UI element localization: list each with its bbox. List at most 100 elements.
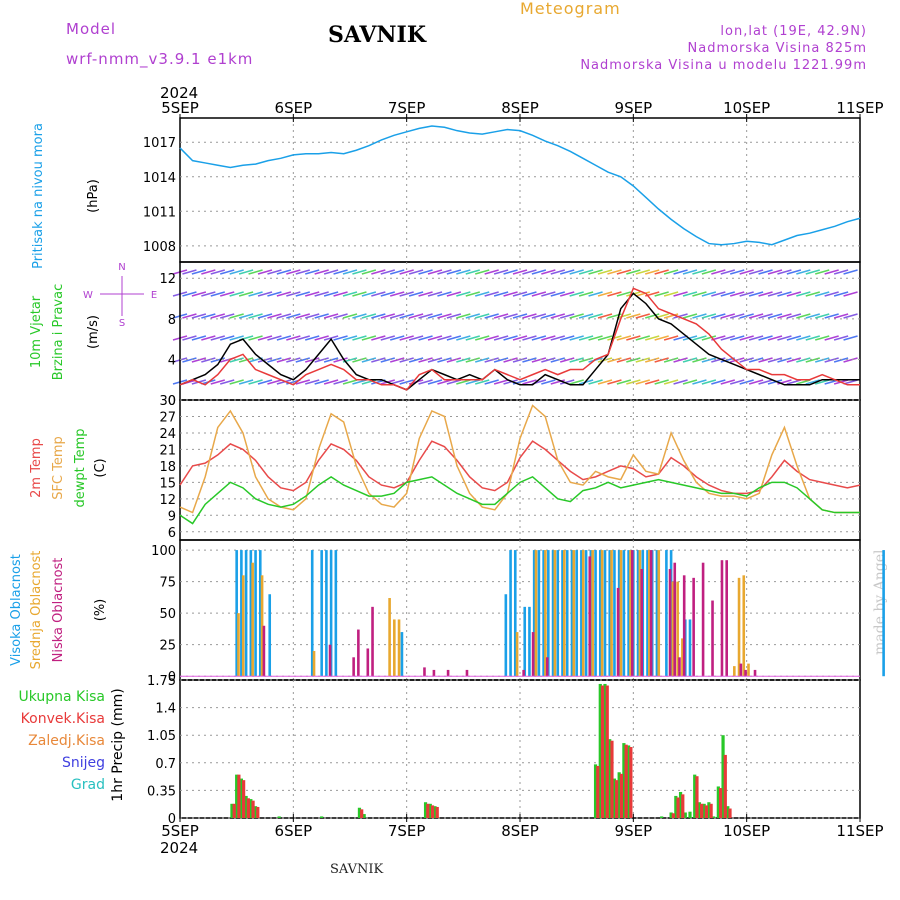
time-label-top: 6SEP	[275, 99, 313, 117]
precip-bar	[435, 806, 439, 818]
precip-bar	[693, 774, 697, 818]
wind-barb	[257, 291, 273, 297]
clouds-bar	[753, 669, 757, 677]
wind-barb	[418, 357, 433, 363]
wind-barb	[569, 313, 584, 319]
wind-barb	[616, 313, 632, 319]
station-title: SAVNIK	[328, 22, 426, 48]
model-label: Model	[66, 20, 117, 38]
precip-bar	[612, 778, 617, 818]
clouds-bar	[636, 550, 640, 677]
wind-barb	[805, 291, 820, 297]
wind-barb	[314, 269, 329, 275]
clouds-bar	[737, 577, 741, 677]
wind-barb	[408, 357, 424, 363]
wind-barb	[182, 335, 197, 341]
wind-barb	[182, 313, 197, 319]
wind-barb	[824, 291, 839, 297]
wind-barb	[323, 269, 339, 275]
wind-barb	[748, 357, 764, 363]
wind-barb	[229, 313, 244, 319]
clouds-bar	[237, 613, 240, 677]
wind-barb	[201, 357, 216, 363]
wind-barb	[588, 313, 603, 319]
clouds-bar	[312, 650, 316, 677]
wind-barb	[276, 357, 292, 363]
clouds-bar	[553, 550, 557, 677]
wind-barb	[267, 379, 282, 385]
wind-barb	[484, 313, 499, 319]
wind-barb	[342, 379, 358, 385]
clouds-bar	[371, 606, 374, 677]
wind-barb	[361, 291, 377, 297]
wind-barb	[314, 291, 329, 297]
wind-barb	[182, 291, 197, 297]
wind-barb	[550, 335, 565, 341]
wind-barb	[654, 291, 669, 297]
wind-barb	[645, 379, 660, 385]
wind-barb	[597, 269, 613, 275]
wind-barb	[475, 313, 490, 319]
clouds-bar	[622, 550, 626, 677]
wind-barb	[305, 357, 320, 363]
wind-barb	[560, 269, 575, 275]
precip-bar	[674, 795, 678, 818]
wind-barb	[352, 291, 367, 297]
precip-bar	[360, 809, 364, 818]
clouds-bar	[739, 663, 743, 677]
clouds-bar	[565, 550, 569, 677]
wind-barb	[399, 269, 414, 275]
clouds-bar	[681, 638, 684, 677]
precip-bar	[702, 803, 706, 818]
wind-barb	[673, 379, 688, 385]
wind-barb	[692, 313, 707, 319]
temperature-ytick-label: 18	[159, 460, 176, 475]
wind-barb	[408, 335, 424, 341]
precip-bar	[704, 805, 709, 818]
wind-barb	[692, 379, 707, 385]
wind-barb	[229, 269, 244, 275]
wind-barb	[475, 269, 490, 275]
wind-barb	[786, 291, 802, 297]
wind-barb	[390, 269, 405, 275]
precip-ytick-label: 1.75	[147, 674, 176, 689]
clouds-bar	[588, 556, 592, 677]
wind-barb	[220, 379, 235, 385]
wind-barb	[380, 291, 395, 297]
precip-bar	[718, 788, 723, 818]
wind-barb	[295, 269, 310, 275]
clouds-bar	[648, 550, 651, 677]
wind-barb	[257, 357, 273, 363]
wind-barb	[427, 379, 443, 385]
wind-barb	[380, 313, 395, 319]
wind-barb	[484, 269, 499, 275]
wind-barb	[427, 335, 443, 341]
clouds-bar	[235, 550, 238, 677]
wind-barb	[541, 269, 556, 275]
wind-ytick-label: 4	[168, 353, 176, 368]
precip-ytick-label: 1.05	[147, 729, 176, 744]
wind-barb	[295, 313, 310, 319]
wind-barb	[427, 269, 443, 275]
wind-barb	[777, 313, 792, 319]
wind-barb	[730, 357, 745, 363]
clouds-bar	[747, 663, 750, 677]
wind-barb	[229, 379, 244, 385]
wind-barb	[635, 379, 650, 385]
wind-barb	[210, 357, 225, 363]
wind-barb	[767, 313, 783, 319]
precip-legend-item: Snijeg	[62, 755, 105, 771]
year-label-bottom: 2024	[160, 839, 198, 857]
wind-barb	[730, 379, 745, 385]
clouds-bar	[655, 550, 659, 677]
precip-bar	[716, 786, 720, 818]
wind-barb	[541, 357, 556, 363]
clouds-bar	[357, 629, 360, 677]
wind-series-line	[179, 287, 860, 391]
wind-barb	[210, 335, 225, 341]
wind-barb	[616, 357, 632, 363]
wind-barb	[578, 313, 594, 319]
clouds-bar	[720, 560, 724, 677]
clouds-bar	[258, 550, 262, 677]
